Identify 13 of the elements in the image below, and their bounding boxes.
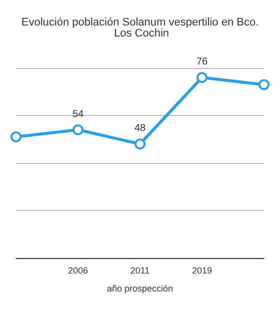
point <box>10 131 22 142</box>
x-axis-title: año prospección <box>106 284 174 294</box>
x-tick-label: 2011 <box>130 266 150 276</box>
data-label: 54 <box>72 108 84 120</box>
point <box>72 124 84 136</box>
x-tick-label: 2019 <box>192 266 212 276</box>
data-label: 48 <box>134 123 146 134</box>
point <box>258 79 270 90</box>
data-label: 76 <box>196 56 208 68</box>
chart-title: Evolución población Solanum vespertilio en Bco. Los Cochin <box>21 16 259 40</box>
point <box>196 72 208 83</box>
point <box>134 138 146 150</box>
x-tick-label: 2006 <box>68 266 88 276</box>
